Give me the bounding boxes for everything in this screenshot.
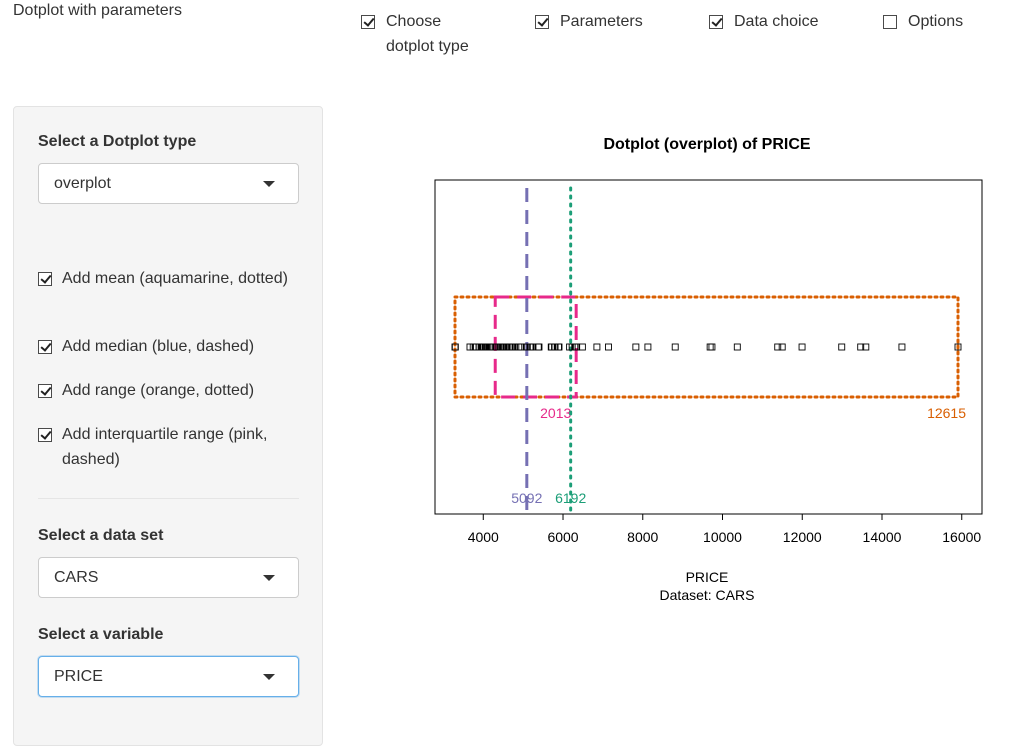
variable-value: PRICE [54,668,103,685]
data-point [535,343,543,351]
x-axis-label: PRICE [686,569,729,585]
x-tick-label: 14000 [863,529,902,545]
chart-title: Dotplot (overplot) of PRICE [603,136,810,153]
toggle-label: Options [908,13,964,30]
toggle-label: Parameters [560,13,643,30]
mean-label: 6192 [555,490,586,506]
variable-select[interactable]: PRICE [38,656,299,697]
checkbox-options[interactable] [883,15,897,29]
dataset-select[interactable]: CARS [38,557,299,598]
toggle-options[interactable]: Options [883,12,963,34]
data-point [605,343,612,351]
data-point [578,343,586,351]
chart-subtitle: Dataset: CARS [660,587,755,603]
option-add-iqr[interactable]: Add interquartile range (pink, dashed) [38,425,302,472]
data-point [778,343,786,351]
median-label: 5092 [511,490,542,506]
checkbox-add-iqr[interactable] [38,428,52,442]
data-point [798,343,806,351]
data-point [451,343,459,351]
sidebar-panel: Select a Dotplot type overplot Add mean … [13,106,323,746]
x-tick-label: 12000 [783,529,822,545]
data-point [774,343,782,351]
range-label: 12615 [927,405,966,421]
toggle-label: Data choice [734,13,819,30]
variable-label: Select a variable [38,626,164,643]
toggle-data-choice[interactable]: Data choice [709,12,819,34]
data-point [706,343,714,351]
range-box [453,295,960,399]
data-point [555,343,563,351]
chevron-down-icon [263,575,275,581]
toggle-label: Choose dotplot type [386,13,469,55]
checkbox-data-choice[interactable] [709,15,723,29]
option-add-median[interactable]: Add median (blue, dashed) [38,337,302,359]
toggle-choose-dotplot-type[interactable]: Choose dotplot type [361,12,491,59]
option-add-mean[interactable]: Add mean (aquamarine, dotted) [38,269,302,291]
data-point [487,343,495,351]
data-point [857,343,865,351]
dotplot-type-label: Select a Dotplot type [38,133,197,150]
data-point [954,343,962,351]
checkbox-parameters[interactable] [535,15,549,29]
checkbox-choose-dotplot-type[interactable] [361,15,375,29]
dotplot-type-select[interactable]: overplot [38,163,299,204]
data-point [838,343,846,351]
x-tick-label: 8000 [627,529,658,545]
option-add-range[interactable]: Add range (orange, dotted) [38,381,302,403]
app-title: Dotplot with parameters [13,2,182,19]
iqr-label: 2013 [540,405,571,421]
checkbox-add-mean[interactable] [38,272,52,286]
option-label: Add interquartile range (pink, dashed) [62,426,268,468]
dotplot-type-value: overplot [54,175,111,192]
option-label: Add median (blue, dashed) [62,338,255,355]
data-point [671,343,679,351]
checkbox-add-median[interactable] [38,340,52,354]
plot-frame [434,179,983,515]
x-tick-label: 4000 [468,529,499,545]
data-point [733,343,741,351]
option-label: Add mean (aquamarine, dotted) [62,270,288,287]
data-point [644,343,652,351]
x-tick-label: 6000 [547,529,578,545]
checkbox-add-range[interactable] [38,384,52,398]
chevron-down-icon [263,181,275,187]
dataset-label: Select a data set [38,527,164,544]
data-point [862,343,870,351]
dotplot-chart: Dotplot (overplot) of PRICE 4000 6000 8000 1… [434,136,983,603]
sidebar-divider [38,498,299,499]
option-label: Add range (orange, dotted) [62,382,255,399]
chevron-down-icon [263,674,275,680]
toggle-parameters[interactable]: Parameters [535,12,643,34]
data-point [593,343,601,351]
data-point [551,343,559,351]
iqr-box [493,295,578,399]
data-point [632,343,640,351]
data-point [708,343,716,351]
dataset-value: CARS [54,569,99,586]
x-tick-label: 16000 [942,529,981,545]
data-point [898,343,906,351]
x-tick-label: 10000 [703,529,742,545]
